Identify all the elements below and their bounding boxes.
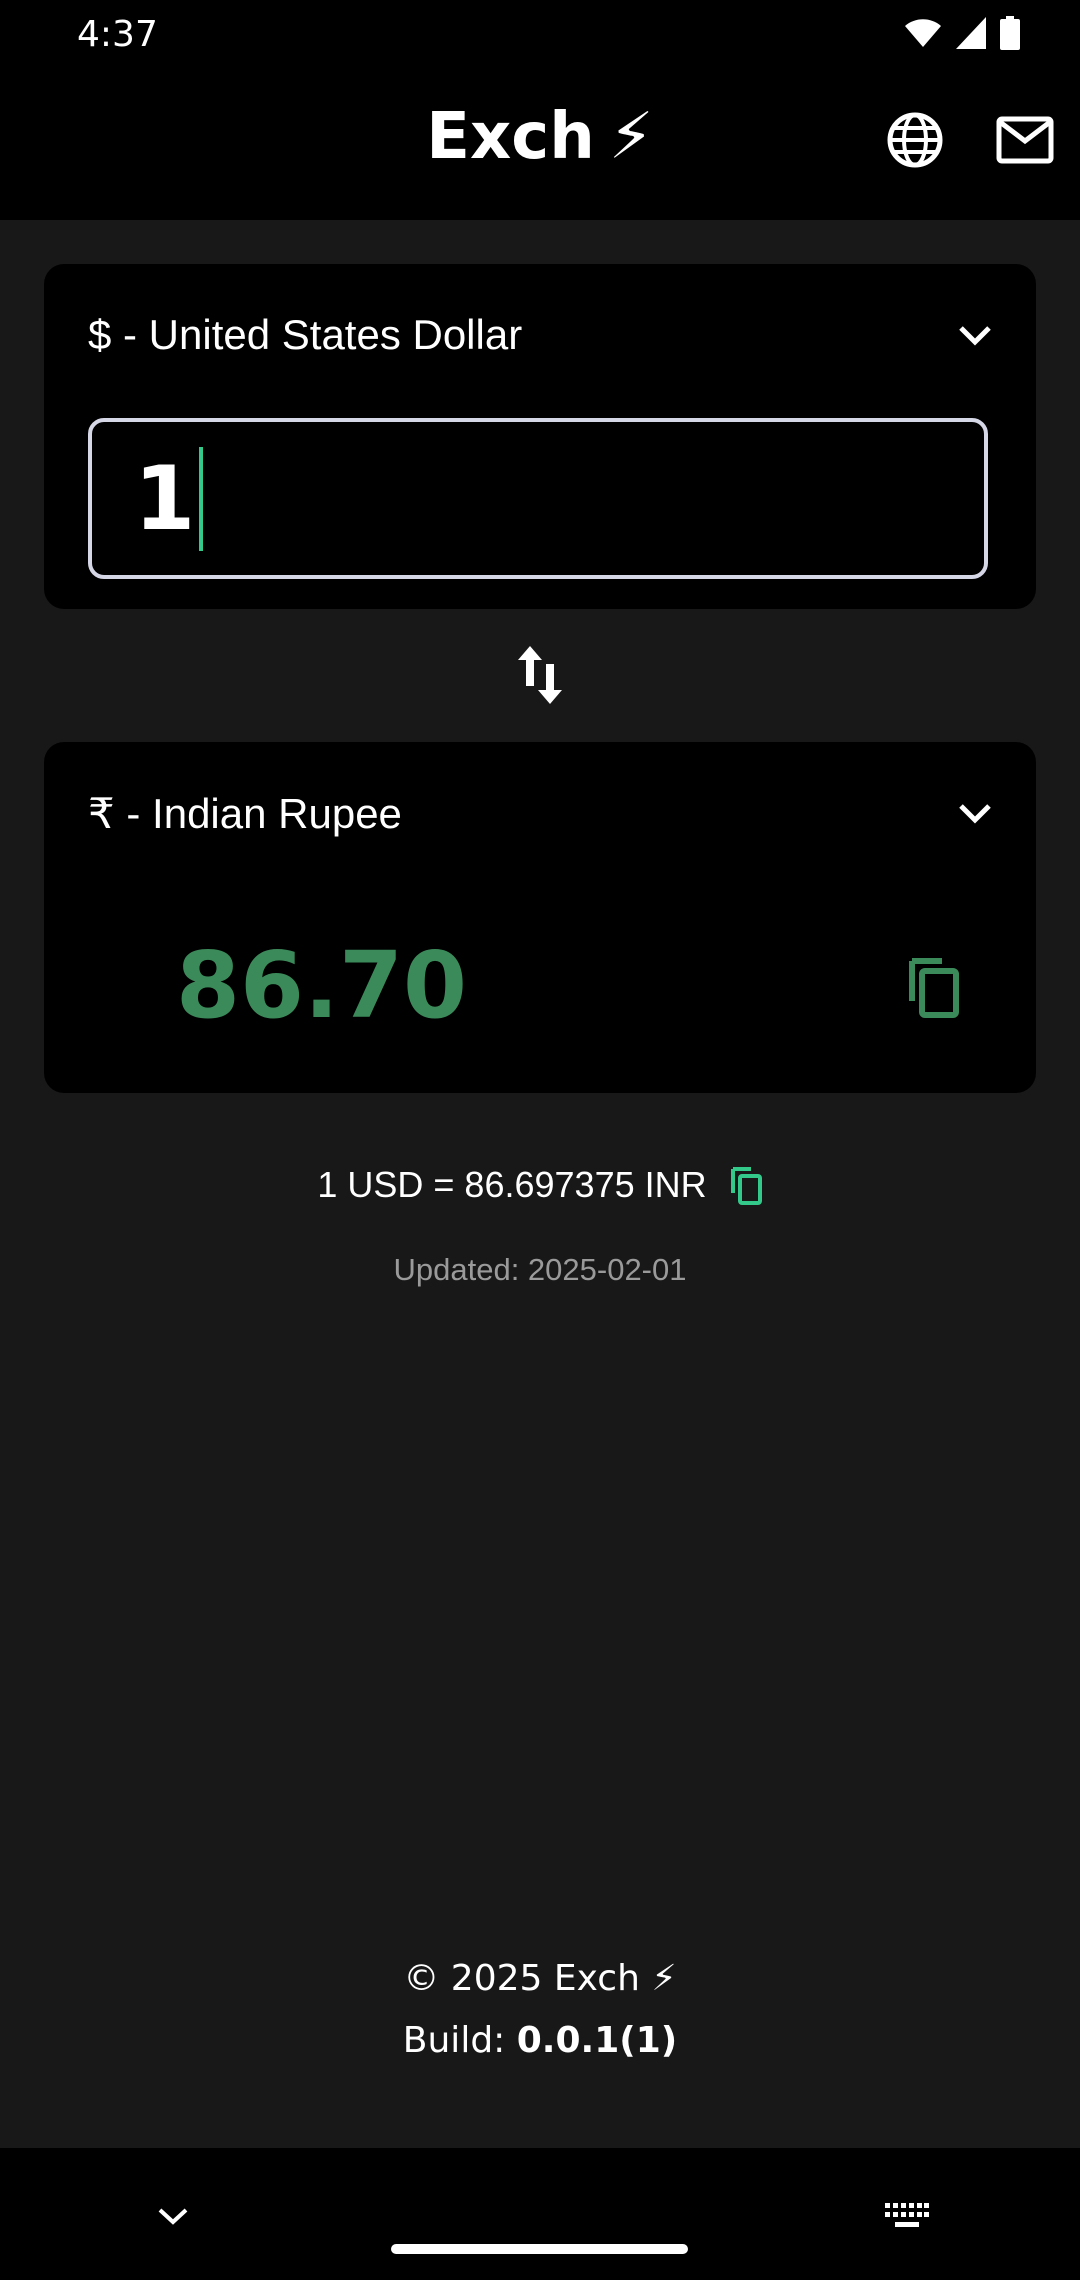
app-title: Exch ⚡: [0, 100, 1080, 174]
amount-input[interactable]: 1: [88, 418, 988, 579]
status-time: 4:37: [77, 14, 158, 55]
mail-icon: [996, 116, 1054, 164]
converted-amount: 86.70: [176, 932, 468, 1039]
copy-result-button[interactable]: [894, 947, 974, 1027]
exchange-rate-text: 1 USD = 86.697375 INR: [317, 1164, 707, 1205]
contact-button[interactable]: [992, 107, 1058, 173]
language-button[interactable]: [882, 107, 948, 173]
app-bar: Exch ⚡: [0, 70, 1080, 220]
swap-currencies-button[interactable]: [510, 640, 570, 710]
keyboard-switch-button[interactable]: [884, 2198, 930, 2234]
swap-vertical-icon: [518, 646, 562, 704]
footer-build: Build: 0.0.1(1): [0, 2020, 1080, 2061]
chevron-down-icon: [959, 326, 991, 346]
hide-keyboard-button[interactable]: [150, 2198, 196, 2234]
app-title-text: Exch: [426, 100, 595, 174]
home-handle[interactable]: [391, 2244, 688, 2254]
from-currency-select[interactable]: $ - United States Dollar: [88, 300, 992, 370]
copy-icon: [909, 958, 959, 1018]
build-label: Build:: [402, 2020, 517, 2061]
bolt-icon: ⚡: [608, 100, 654, 174]
status-icons: [904, 16, 1020, 50]
chevron-down-icon: [959, 804, 991, 824]
wifi-icon: [905, 19, 941, 47]
amount-value: 1: [134, 447, 196, 550]
chevron-down-icon: [158, 2208, 188, 2225]
to-currency-select[interactable]: ₹ - Indian Rupee: [88, 778, 992, 848]
updated-date: Updated: 2025-02-01: [393, 1252, 687, 1287]
navigation-bar: [0, 2148, 1080, 2280]
globe-icon: [887, 112, 943, 168]
footer-copyright: © 2025 Exch ⚡: [403, 1958, 677, 1999]
battery-icon: [1000, 16, 1020, 50]
build-number: 0.0.1(1): [516, 2020, 678, 2061]
to-currency-label: ₹ - Indian Rupee: [88, 789, 402, 837]
keyboard-icon: [885, 2203, 929, 2227]
copy-rate-icon[interactable]: [729, 1165, 763, 1205]
status-bar: 4:37: [0, 0, 1080, 70]
from-currency-label: $ - United States Dollar: [88, 311, 523, 358]
to-currency-card: ₹ - Indian Rupee 86.70: [44, 742, 1036, 1093]
signal-icon: [956, 17, 986, 49]
text-caret: [199, 446, 204, 551]
from-currency-card: $ - United States Dollar 1: [44, 264, 1036, 609]
exchange-rate-line: 1 USD = 86.697375 INR: [0, 1164, 1080, 1206]
